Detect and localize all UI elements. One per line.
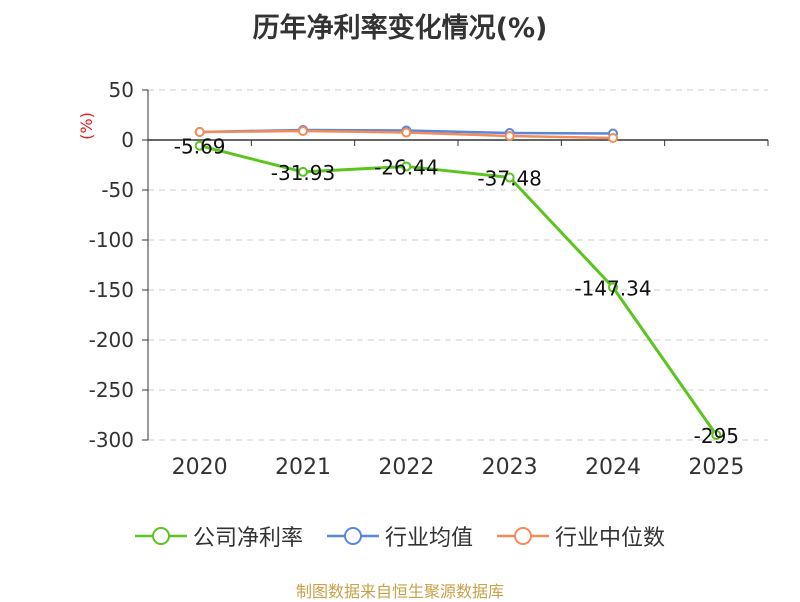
y-tick-label: -50 [101, 178, 134, 202]
data-point [298, 166, 308, 177]
legend-label: 公司净利率 [192, 526, 303, 551]
legend-circle [343, 527, 362, 545]
y-tick-label: -200 [89, 328, 134, 352]
legend-item[interactable]: 行业均值 [326, 520, 473, 552]
legend-item[interactable]: 公司净利率 [134, 520, 303, 552]
y-tick-label: -150 [89, 278, 134, 302]
x-tick-label: 2020 [172, 455, 228, 480]
legend-marker-icon [134, 527, 187, 545]
data-point [401, 127, 412, 138]
x-tick-label: 2025 [688, 455, 744, 480]
x-tick-label: 2023 [482, 455, 538, 480]
x-tick-label: 2024 [585, 455, 641, 480]
legend-label: 行业均值 [384, 526, 473, 551]
data-label: -295 [694, 424, 739, 448]
legend-label: 行业中位数 [555, 526, 666, 551]
chart-title: 历年净利率变化情况(%) [252, 13, 548, 44]
legend-item[interactable]: 行业中位数 [497, 520, 665, 552]
data-point [194, 140, 205, 151]
data-label: -31.93 [271, 161, 335, 185]
y-axis-label: (%) [77, 112, 96, 140]
legend-circle [151, 527, 170, 545]
data-point [298, 126, 308, 136]
source-note: 制图数据来自恒生聚源数据库 [295, 582, 504, 601]
x-tick-label: 2021 [275, 455, 331, 480]
data-point [711, 430, 722, 440]
data-label: -37.48 [477, 166, 541, 190]
y-tick-label: 50 [109, 78, 134, 102]
data-point [608, 133, 618, 143]
data-label: -26.44 [374, 155, 438, 179]
data-point [401, 161, 412, 172]
data-point [608, 282, 618, 293]
x-tick-label: 2022 [378, 455, 434, 480]
y-tick-label: -250 [89, 378, 134, 402]
y-tick-label: -300 [89, 428, 134, 452]
series-line [199, 144, 718, 436]
data-point [194, 127, 205, 137]
legend-marker-icon [326, 527, 379, 545]
legend-marker-icon [497, 527, 549, 545]
y-tick-label: -100 [89, 228, 134, 252]
data-point [504, 172, 515, 183]
data-label: -5.69 [174, 135, 226, 159]
legend-circle [514, 527, 532, 545]
y-tick-label: 0 [121, 128, 134, 152]
data-point [504, 131, 515, 141]
legend: 公司净利率 行业均值 行业中位数 [0, 520, 800, 552]
data-label: -147.34 [574, 276, 651, 300]
